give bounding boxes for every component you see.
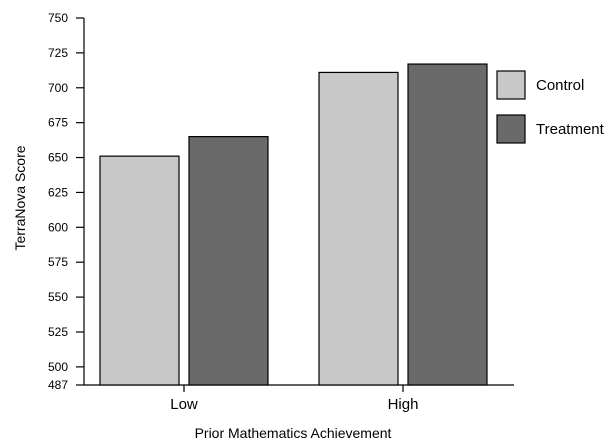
y-tick-label: 575 [48,255,68,269]
y-tick-label: 487 [48,378,68,392]
legend: Control Treatment [496,70,605,144]
y-axis: 750 725 700 675 650 625 600 575 550 525 500 487 [48,11,85,392]
x-axis-title: Prior Mathematics Achievement [195,425,392,441]
y-tick-label: 675 [48,116,68,130]
bar-control-high [318,71,399,386]
bar-control-low [99,155,180,386]
y-tick-label: 700 [48,81,68,95]
legend-label-treatment: Treatment [536,121,605,138]
y-tick-label: 550 [48,290,68,304]
bars [99,63,488,386]
y-tick-label: 725 [48,46,68,60]
legend-label-control: Control [536,77,584,94]
bar-treatment-low [188,136,269,386]
x-tick-label: High [388,396,419,413]
y-tick-label: 650 [48,151,68,165]
legend-swatch-control [496,70,526,100]
x-tick-label: Low [170,396,198,413]
legend-swatch-treatment [496,114,526,144]
y-tick-label: 625 [48,185,68,199]
y-tick-label: 750 [48,11,68,25]
y-tick-label: 600 [48,220,68,234]
y-tick-label: 500 [48,360,68,374]
y-tick-label: 525 [48,325,68,339]
x-axis: Low High [84,384,514,413]
bar-treatment-high [407,63,488,386]
y-axis-title: TerraNova Score [12,145,28,250]
